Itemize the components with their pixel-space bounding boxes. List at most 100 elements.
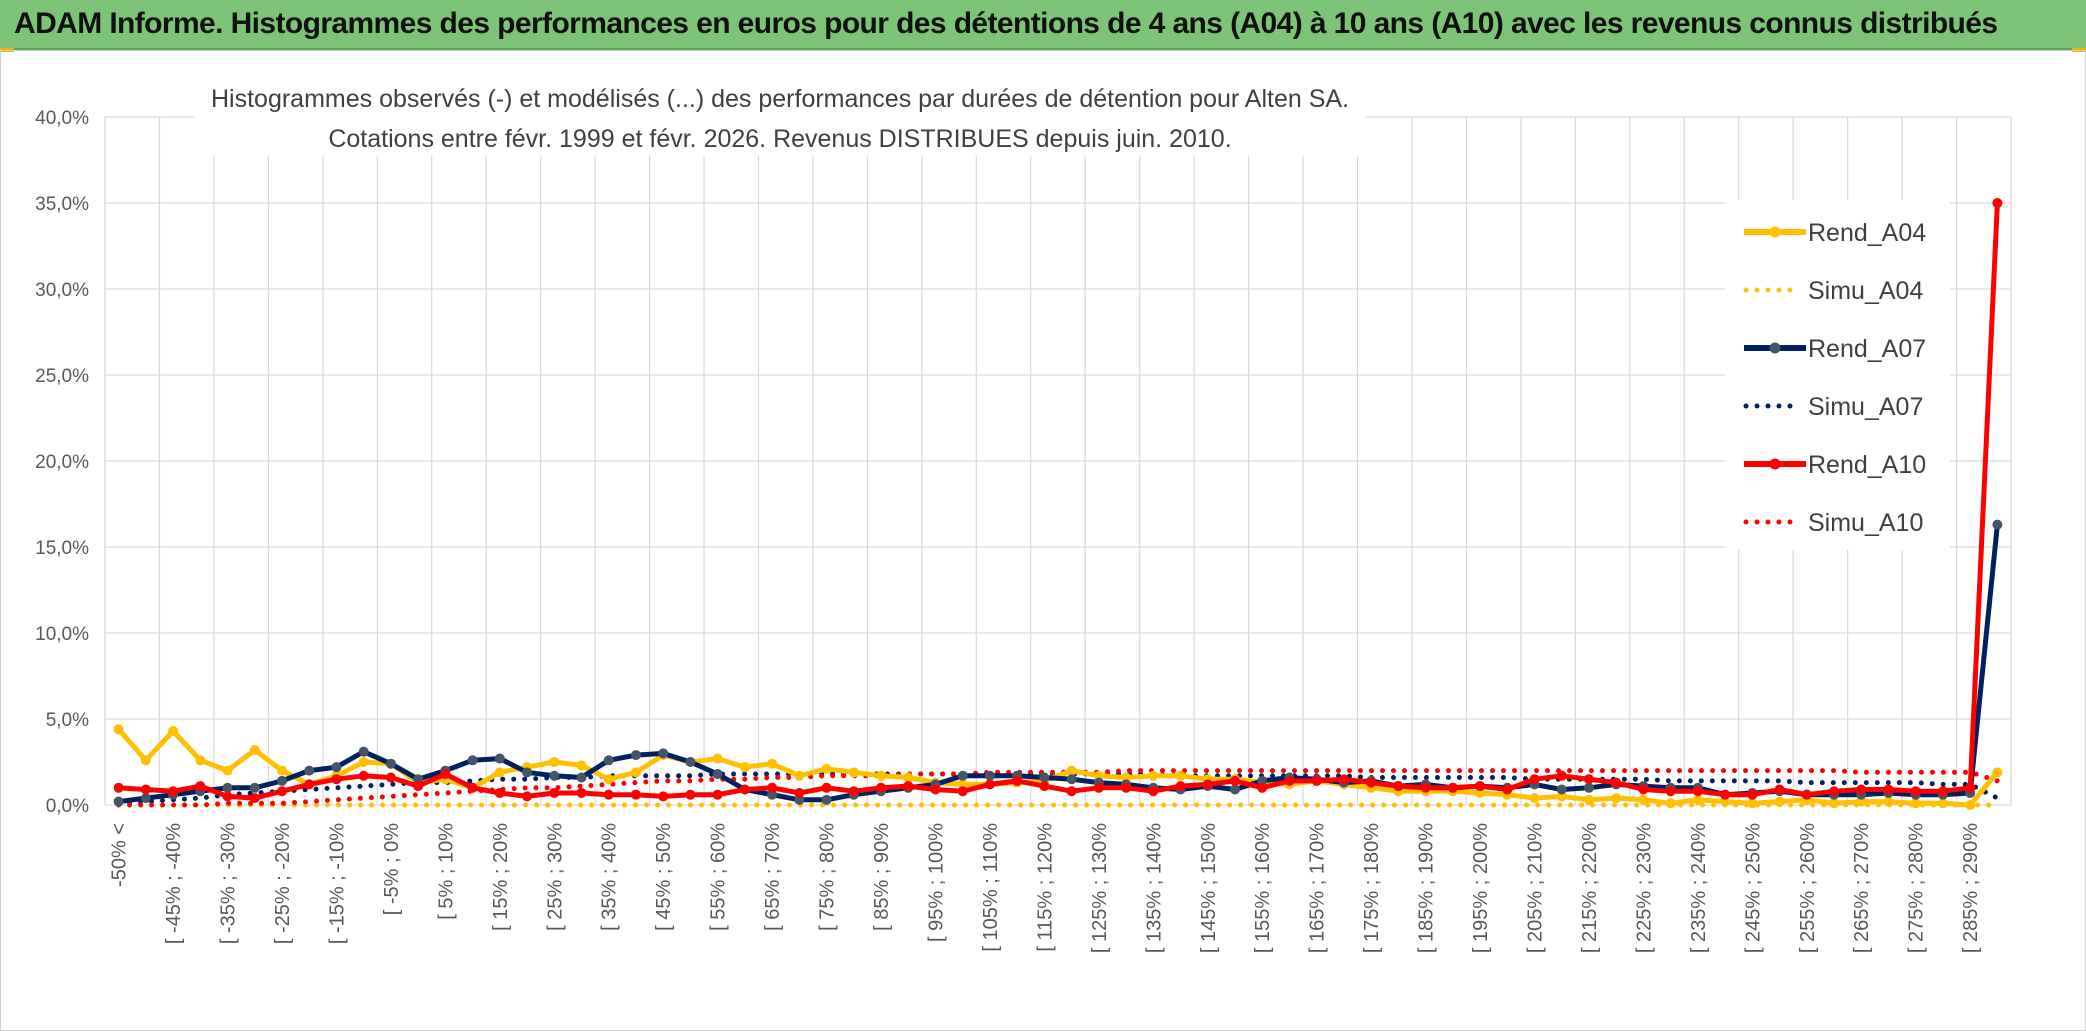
data-point (1121, 782, 1132, 793)
data-point (467, 782, 478, 793)
x-tick-label: [ 255% ; 260% (1797, 823, 1819, 953)
data-point (1121, 772, 1132, 783)
data-point (222, 765, 233, 776)
data-point (331, 774, 342, 785)
data-point (957, 770, 968, 781)
data-point (1992, 198, 2003, 208)
data-point (522, 791, 533, 802)
data-point (1910, 798, 1921, 809)
data-point (413, 774, 424, 785)
data-point (549, 757, 560, 767)
banner-title: ADAM Informe. Histogrammes des performan… (14, 7, 1998, 40)
data-point (1366, 777, 1377, 788)
chart-title-line: Cotations entre févr. 1999 et févr. 2026… (328, 125, 1231, 153)
data-point (1992, 519, 2003, 530)
data-point (304, 765, 315, 776)
data-point (549, 787, 560, 798)
data-point (848, 786, 859, 797)
x-tick-label: [ 145% ; 150% (1198, 823, 1220, 953)
data-point (1583, 782, 1594, 793)
data-point (1066, 786, 1077, 797)
data-point (1420, 782, 1431, 793)
data-point (1638, 784, 1649, 795)
data-point (1883, 796, 1894, 807)
data-point (1829, 786, 1840, 797)
data-point (848, 767, 859, 778)
data-point (140, 784, 151, 795)
x-tick-label: [ 245% ; 250% (1742, 823, 1764, 953)
y-tick-label: 25,0% (35, 366, 89, 387)
legend-marker (1769, 458, 1781, 470)
data-point (1937, 798, 1948, 809)
data-point (276, 765, 287, 776)
data-point (331, 762, 342, 773)
data-point (630, 750, 641, 761)
data-point (1720, 796, 1731, 807)
x-tick-label: [ -35% ; -30% (218, 823, 240, 944)
data-point (1965, 782, 1976, 793)
y-tick-label: 0,0% (46, 796, 89, 817)
data-point (794, 787, 805, 798)
x-tick-label: [ -45% ; -40% (163, 823, 185, 944)
data-point (821, 782, 832, 793)
data-point (876, 782, 887, 793)
x-tick-label: [ -25% ; -20% (272, 823, 294, 944)
data-point (1039, 772, 1050, 783)
data-point (1311, 775, 1322, 786)
x-tick-label: [ 135% ; 140% (1143, 823, 1165, 953)
legend-marker (1769, 226, 1781, 238)
data-point (1720, 789, 1731, 800)
data-point (385, 758, 396, 769)
x-tick-label: [ -5% ; 0% (381, 823, 403, 915)
x-tick-label: [ 105% ; 110% (980, 823, 1002, 952)
data-point (1475, 781, 1486, 792)
data-point (903, 772, 914, 783)
data-point (685, 789, 696, 800)
y-tick-label: 35,0% (35, 194, 89, 215)
x-tick-label: [ 95% ; 100% (925, 823, 947, 942)
legend-background (1725, 200, 1950, 550)
data-point (576, 787, 587, 798)
x-tick-label: -50% < (109, 823, 131, 887)
data-point (358, 746, 369, 757)
x-tick-label: [ 85% ; 90% (871, 823, 893, 931)
y-tick-label: 5,0% (46, 710, 89, 731)
x-tick-label: [ 65% ; 70% (762, 823, 784, 931)
data-point (1665, 786, 1676, 797)
data-point (957, 786, 968, 797)
data-point (576, 772, 587, 783)
data-point (1148, 786, 1159, 797)
x-tick-label: [ 195% ; 200% (1470, 823, 1492, 953)
data-point (276, 786, 287, 797)
data-point (1393, 781, 1404, 792)
data-point (1556, 784, 1567, 795)
data-point (1066, 765, 1077, 776)
data-point (1257, 775, 1268, 786)
data-point (630, 789, 641, 800)
data-point (1066, 774, 1077, 785)
data-point (195, 755, 206, 766)
chart-title-background (195, 72, 1365, 156)
data-point (930, 784, 941, 795)
data-point (413, 781, 424, 792)
data-point (358, 757, 369, 767)
data-point (876, 770, 887, 781)
data-point (712, 753, 723, 764)
data-point (1148, 770, 1159, 781)
data-point (1801, 789, 1812, 800)
data-point (1583, 774, 1594, 785)
x-tick-label: [ 285% ; 290% (1960, 823, 1982, 953)
x-tick-label: [ 205% ; 210% (1525, 823, 1547, 953)
legend: Rend_A04 Simu_A04 Rend_A07 Simu_A07 Rend_A10… (1725, 200, 1950, 550)
x-tick-label: [ 75% ; 80% (817, 823, 839, 931)
data-point (1093, 770, 1104, 781)
data-point (1093, 782, 1104, 793)
chart-title-line: Histogrammes observés (-) et modélisés (… (211, 85, 1349, 113)
data-point (549, 770, 560, 781)
data-point (1611, 777, 1622, 788)
data-point (1965, 800, 1976, 810)
data-point (1338, 774, 1349, 785)
top-banner: ADAM Informe. Histogrammes des performan… (0, 0, 2086, 50)
x-tick-label: [ 225% ; 230% (1633, 823, 1655, 953)
data-point (1583, 794, 1594, 805)
